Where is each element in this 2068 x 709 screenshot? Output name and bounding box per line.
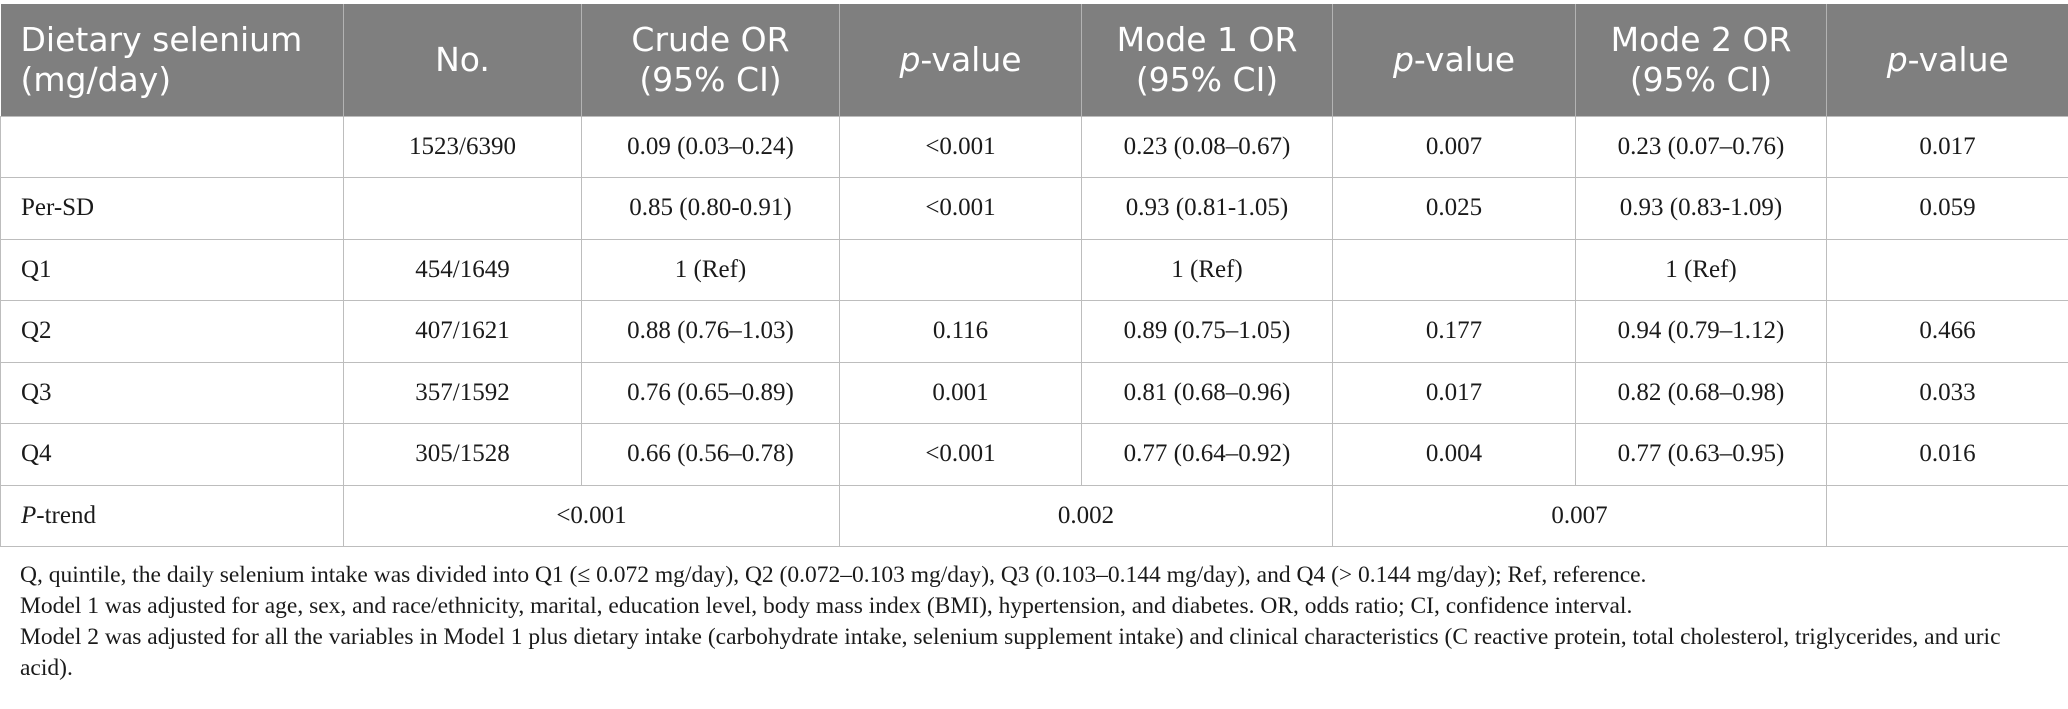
header-no: No. (343, 4, 582, 116)
cell-p-trend-model2: 0.007 (1332, 484, 1827, 547)
cell-p-model2: 0.033 (1826, 361, 2068, 424)
row-label (0, 115, 344, 178)
table-footnotes: Q, quintile, the daily selenium intake w… (20, 560, 2050, 684)
cell-crude-or: 0.66 (0.56–0.78) (581, 423, 840, 486)
row-label: Q2 (0, 300, 344, 363)
table-row: 1523/6390 0.09 (0.03–0.24) <0.001 0.23 (… (0, 115, 2068, 178)
header-p-value-model2: p-value (1826, 4, 2068, 116)
cell-p-crude: <0.001 (839, 115, 1082, 178)
cell-crude-or: 0.88 (0.76–1.03) (581, 300, 840, 363)
footnote-model2: Model 2 was adjusted for all the variabl… (20, 624, 2001, 681)
cell-p-crude (839, 238, 1082, 301)
cell-no: 357/1592 (343, 361, 582, 424)
cell-p-model2: 0.059 (1826, 177, 2068, 240)
header-model2-or: Mode 2 OR (95% CI) (1575, 4, 1827, 116)
cell-p-model2: 0.017 (1826, 115, 2068, 178)
table-row: Q1 454/1649 1 (Ref) 1 (Ref) 1 (Ref) (0, 238, 2068, 301)
cell-p-model1: 0.177 (1332, 300, 1576, 363)
cell-model1-or: 0.23 (0.08–0.67) (1081, 115, 1333, 178)
cell-model1-or: 0.81 (0.68–0.96) (1081, 361, 1333, 424)
cell-p-model1: 0.017 (1332, 361, 1576, 424)
cell-model1-or: 1 (Ref) (1081, 238, 1333, 301)
cell-model2-or: 0.93 (0.83-1.09) (1575, 177, 1827, 240)
cell-crude-or: 0.09 (0.03–0.24) (581, 115, 840, 178)
cell-no: 1523/6390 (343, 115, 582, 178)
cell-p-model1: 0.004 (1332, 423, 1576, 486)
cell-model1-or: 0.89 (0.75–1.05) (1081, 300, 1333, 363)
header-p-value-crude: p-value (839, 4, 1082, 116)
cell-p-trend-crude: <0.001 (343, 484, 840, 547)
header-p-value-model1: p-value (1332, 4, 1576, 116)
cell-model2-or: 0.94 (0.79–1.12) (1575, 300, 1827, 363)
cell-p-trend-model1: 0.002 (839, 484, 1333, 547)
header-model1-or: Mode 1 OR (95% CI) (1081, 4, 1333, 116)
cell-p-model1: 0.007 (1332, 115, 1576, 178)
footnote-quintile: Q, quintile, the daily selenium intake w… (20, 562, 1647, 588)
header-dietary-selenium: Dietary selenium (mg/day) (0, 4, 344, 116)
row-label: Q3 (0, 361, 344, 424)
cell-p-crude: <0.001 (839, 423, 1082, 486)
cell-crude-or: 0.85 (0.80-0.91) (581, 177, 840, 240)
row-label: Q1 (0, 238, 344, 301)
row-label-p-trend: P-trend (0, 484, 344, 547)
cell-model2-or: 0.77 (0.63–0.95) (1575, 423, 1827, 486)
cell-p-trend-empty (1826, 484, 2068, 547)
table-row: Q2 407/1621 0.88 (0.76–1.03) 0.116 0.89 … (0, 300, 2068, 363)
cell-no (343, 177, 582, 240)
cell-no: 305/1528 (343, 423, 582, 486)
table-row: Per-SD 0.85 (0.80-0.91) <0.001 0.93 (0.8… (0, 177, 2068, 240)
cell-model1-or: 0.77 (0.64–0.92) (1081, 423, 1333, 486)
table-header-row: Dietary selenium (mg/day) No. Crude OR (… (0, 4, 2068, 116)
table-row-p-trend: P-trend <0.001 0.002 0.007 (0, 484, 2068, 547)
cell-p-model2 (1826, 238, 2068, 301)
cell-model2-or: 1 (Ref) (1575, 238, 1827, 301)
row-label: Per-SD (0, 177, 344, 240)
table-row: Q4 305/1528 0.66 (0.56–0.78) <0.001 0.77… (0, 423, 2068, 486)
header-crude-or: Crude OR (95% CI) (581, 4, 840, 116)
cell-model2-or: 0.82 (0.68–0.98) (1575, 361, 1827, 424)
cell-crude-or: 1 (Ref) (581, 238, 840, 301)
results-table-container: Dietary selenium (mg/day) No. Crude OR (… (0, 4, 2068, 547)
results-table: Dietary selenium (mg/day) No. Crude OR (… (0, 4, 2068, 547)
cell-p-crude: 0.001 (839, 361, 1082, 424)
cell-p-crude: <0.001 (839, 177, 1082, 240)
cell-no: 407/1621 (343, 300, 582, 363)
cell-p-crude: 0.116 (839, 300, 1082, 363)
cell-model1-or: 0.93 (0.81-1.05) (1081, 177, 1333, 240)
footnote-model1: Model 1 was adjusted for age, sex, and r… (20, 593, 1633, 619)
cell-p-model2: 0.016 (1826, 423, 2068, 486)
cell-model2-or: 0.23 (0.07–0.76) (1575, 115, 1827, 178)
row-label: Q4 (0, 423, 344, 486)
cell-no: 454/1649 (343, 238, 582, 301)
table-row: Q3 357/1592 0.76 (0.65–0.89) 0.001 0.81 … (0, 361, 2068, 424)
cell-p-model1: 0.025 (1332, 177, 1576, 240)
cell-p-model1 (1332, 238, 1576, 301)
cell-p-model2: 0.466 (1826, 300, 2068, 363)
cell-crude-or: 0.76 (0.65–0.89) (581, 361, 840, 424)
